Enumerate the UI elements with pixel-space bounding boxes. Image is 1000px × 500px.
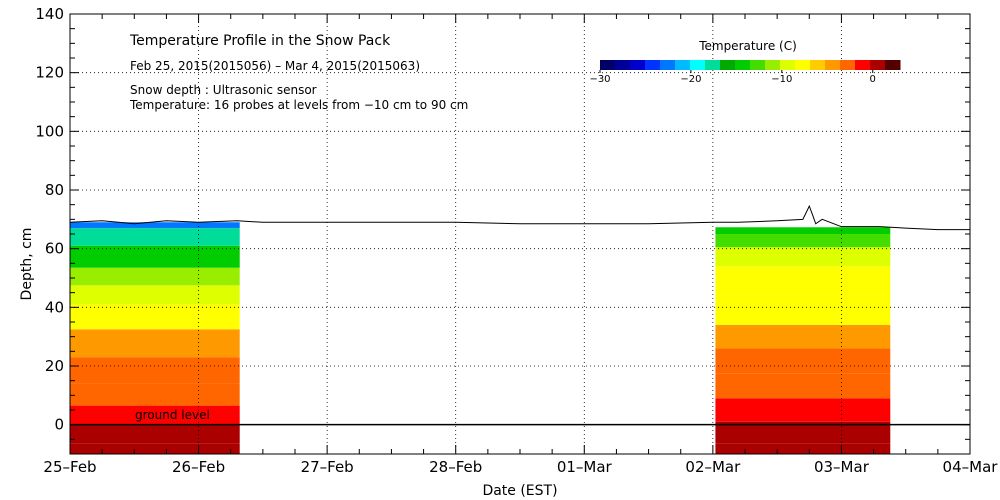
temp-band-1-9 (70, 267, 240, 286)
temp-band-1-8 (70, 285, 240, 305)
temp-band-1-1 (70, 443, 240, 454)
colorbar-cell-6 (675, 60, 691, 70)
temp-band-1-4 (70, 383, 240, 406)
y-axis-label: Depth, cm (19, 228, 35, 301)
y-tick-label-40: 40 (45, 298, 64, 316)
colorbar-cell-4 (645, 60, 661, 70)
colorbar-cell-11 (750, 60, 766, 70)
colorbar-tick-label--10: −10 (771, 74, 792, 85)
note-snow-depth: Snow depth : Ultrasonic sensor (130, 83, 317, 97)
temp-band-2-4 (715, 373, 891, 399)
colorbar-cell-1 (600, 60, 616, 70)
colorbar-cell-12 (765, 60, 781, 70)
temp-band-2-7 (715, 295, 891, 325)
temp-band-1-3 (70, 405, 240, 425)
temp-band-1-6 (70, 329, 240, 358)
colorbar-cell-20 (885, 60, 901, 70)
temp-band-2-5 (715, 348, 891, 374)
temp-band-1-2 (70, 424, 240, 444)
colorbar-cell-9 (720, 60, 736, 70)
x-tick-label-6: 02–Mar (685, 458, 741, 476)
temperature-colorbar: Temperature (C) −30 −20 −10 0 (589, 39, 901, 85)
colorbar-title: Temperature (C) (698, 39, 797, 53)
grid-lines (70, 14, 970, 454)
x-axis-label: Date (EST) (482, 483, 557, 499)
x-tick-label-1: 25–Feb (43, 458, 96, 476)
x-tick-label-2: 26–Feb (172, 458, 225, 476)
note-temperature: Temperature: 16 probes at levels from −1… (129, 98, 468, 112)
temp-band-2-3 (715, 398, 891, 422)
colorbar-cell-18 (855, 60, 871, 70)
colorbar-cell-13 (780, 60, 796, 70)
colorbar-tick-label--20: −20 (680, 74, 701, 85)
y-tick-label-0: 0 (54, 416, 64, 434)
colorbar-cell-8 (705, 60, 721, 70)
temperature-heatmap (70, 222, 891, 454)
snow-depth-line (70, 204, 970, 231)
colorbar-cell-14 (795, 60, 811, 70)
temp-band-2-1 (715, 443, 891, 454)
y-tick-label-80: 80 (45, 181, 64, 199)
temp-band-2-6 (715, 324, 891, 349)
x-tick-label-3: 27–Feb (301, 458, 354, 476)
x-tick-label-8: 04–Mar (943, 458, 999, 476)
chart-title: Temperature Profile in the Snow Pack (129, 33, 391, 49)
temp-band-1-10 (70, 245, 240, 268)
temp-band-2-11 (715, 227, 891, 234)
y-axis: 0 20 40 60 80 100 120 140 (35, 5, 970, 455)
temp-band-2-10 (715, 234, 891, 248)
temp-band-2-2 (715, 421, 891, 444)
temp-band-2-9 (715, 247, 891, 267)
ground-level-label: ground level (135, 408, 210, 422)
y-tick-label-20: 20 (45, 357, 64, 375)
colorbar-cell-19 (870, 60, 886, 70)
temp-band-1-11 (70, 228, 240, 246)
colorbar-cell-5 (660, 60, 676, 70)
colorbar-cell-3 (630, 60, 646, 70)
y-tick-label-120: 120 (35, 64, 64, 82)
colorbar-tick-label-0: 0 (870, 74, 876, 85)
y-tick-label-100: 100 (35, 122, 64, 140)
colorbar-cell-17 (840, 60, 856, 70)
x-axis: 25–Feb 26–Feb 27–Feb 28–Feb 01–Mar 02–Mar 03–M… (43, 14, 998, 476)
colorbar-tick-label--30: −30 (589, 74, 610, 85)
y-tick-label-140: 140 (35, 5, 64, 23)
colorbar-cell-2 (615, 60, 631, 70)
temp-band-1-5 (70, 357, 240, 384)
snow-depth-series (70, 204, 970, 231)
y-tick-label-60: 60 (45, 240, 64, 258)
colorbar-cell-7 (690, 60, 706, 70)
x-tick-label-7: 03–Mar (814, 458, 870, 476)
chart-subtitle: Feb 25, 2015(2015056) – Mar 4, 2015(2015… (130, 59, 420, 73)
temp-band-1-12 (70, 222, 240, 229)
colorbar-cell-10 (735, 60, 751, 70)
temp-band-1-7 (70, 304, 240, 330)
temp-band-2-8 (715, 266, 891, 296)
colorbar-cell-15 (810, 60, 826, 70)
x-tick-label-5: 01–Mar (557, 458, 613, 476)
colorbar-cell-16 (825, 60, 841, 70)
x-tick-label-4: 28–Feb (429, 458, 482, 476)
